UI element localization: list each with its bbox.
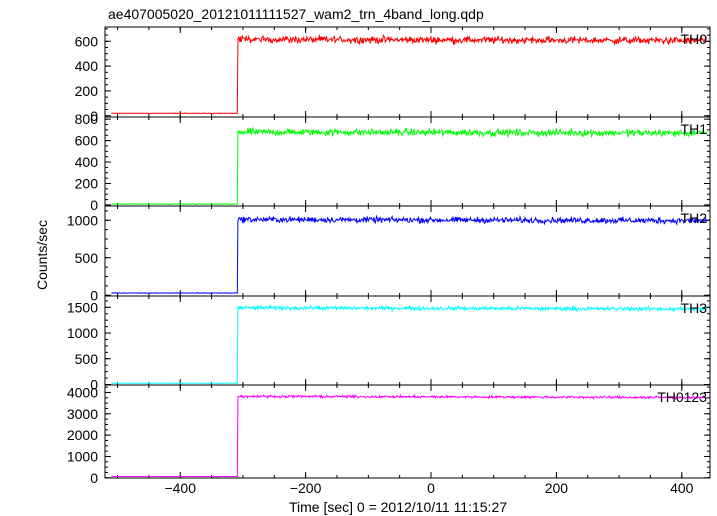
series-line-th2 (111, 214, 708, 294)
panel-th1: 0 200 400 600 800 TH1 (75, 111, 711, 213)
y-tick-label: 1500 (67, 299, 98, 315)
y-tick-label: 600 (75, 33, 99, 49)
series-line-th0 (111, 33, 707, 115)
y-axis-label: Counts/sec (34, 220, 50, 290)
panel-label-th2: TH2 (681, 210, 708, 226)
panels-group: 0 200 400 600 TH0 0 200 400 600 800 TH1 0 500 1000 TH2… (67, 26, 711, 486)
y-tick-label: 0 (90, 197, 98, 213)
panel-th2: 0 500 1000 TH2 (67, 205, 711, 303)
panel-th0: 0 200 400 600 TH0 (75, 26, 711, 124)
panel-th3: 0 500 1000 1500 TH3 (67, 295, 711, 392)
x-tick-label: −200 (290, 480, 322, 496)
y-tick-label: 1000 (67, 448, 98, 464)
panel-th0123: 0 1000 2000 3000 4000 TH0123 (67, 384, 711, 486)
y-tick-label: 400 (75, 58, 99, 74)
panel-frame (104, 116, 711, 207)
x-tick-label: −400 (164, 480, 196, 496)
y-tick-label: 500 (75, 250, 99, 266)
series-line-th3 (111, 304, 708, 384)
y-tick-label: 1000 (67, 212, 98, 228)
series-line-th1 (111, 126, 708, 205)
x-axis: −400 −200 0 200 400 (164, 480, 693, 496)
y-tick-label: 600 (75, 133, 99, 149)
y-tick-label: 0 (90, 376, 98, 392)
y-tick-label: 0 (90, 470, 98, 486)
panel-label-th3: TH3 (681, 300, 708, 316)
panel-label-th0: TH0 (681, 31, 708, 47)
y-tick-label: 800 (75, 111, 99, 127)
y-tick-label: 0 (90, 108, 98, 124)
x-tick-label: 0 (427, 480, 435, 496)
y-tick-label: 0 (90, 287, 98, 303)
panel-label-th0123: TH0123 (657, 389, 707, 405)
x-tick-label: 200 (545, 480, 569, 496)
panel-label-th1: TH1 (681, 121, 708, 137)
y-tick-label: 400 (75, 154, 99, 170)
y-tick-label: 4000 (67, 384, 98, 400)
chart-title: ae407005020_20121011111527_wam2_trn_4ban… (108, 6, 484, 22)
y-tick-label: 2000 (67, 427, 98, 443)
y-tick-label: 500 (75, 351, 99, 367)
x-tick-label: 400 (670, 480, 694, 496)
panel-frame (104, 384, 711, 479)
panel-frame (104, 295, 711, 386)
y-tick-label: 3000 (67, 406, 98, 422)
y-tick-label: 1000 (67, 325, 98, 341)
series-line-th0123 (111, 393, 708, 478)
y-tick-label: 200 (75, 83, 99, 99)
x-axis-label: Time [sec] 0 = 2012/10/11 11:15:27 (289, 499, 507, 515)
y-tick-label: 200 (75, 175, 99, 191)
